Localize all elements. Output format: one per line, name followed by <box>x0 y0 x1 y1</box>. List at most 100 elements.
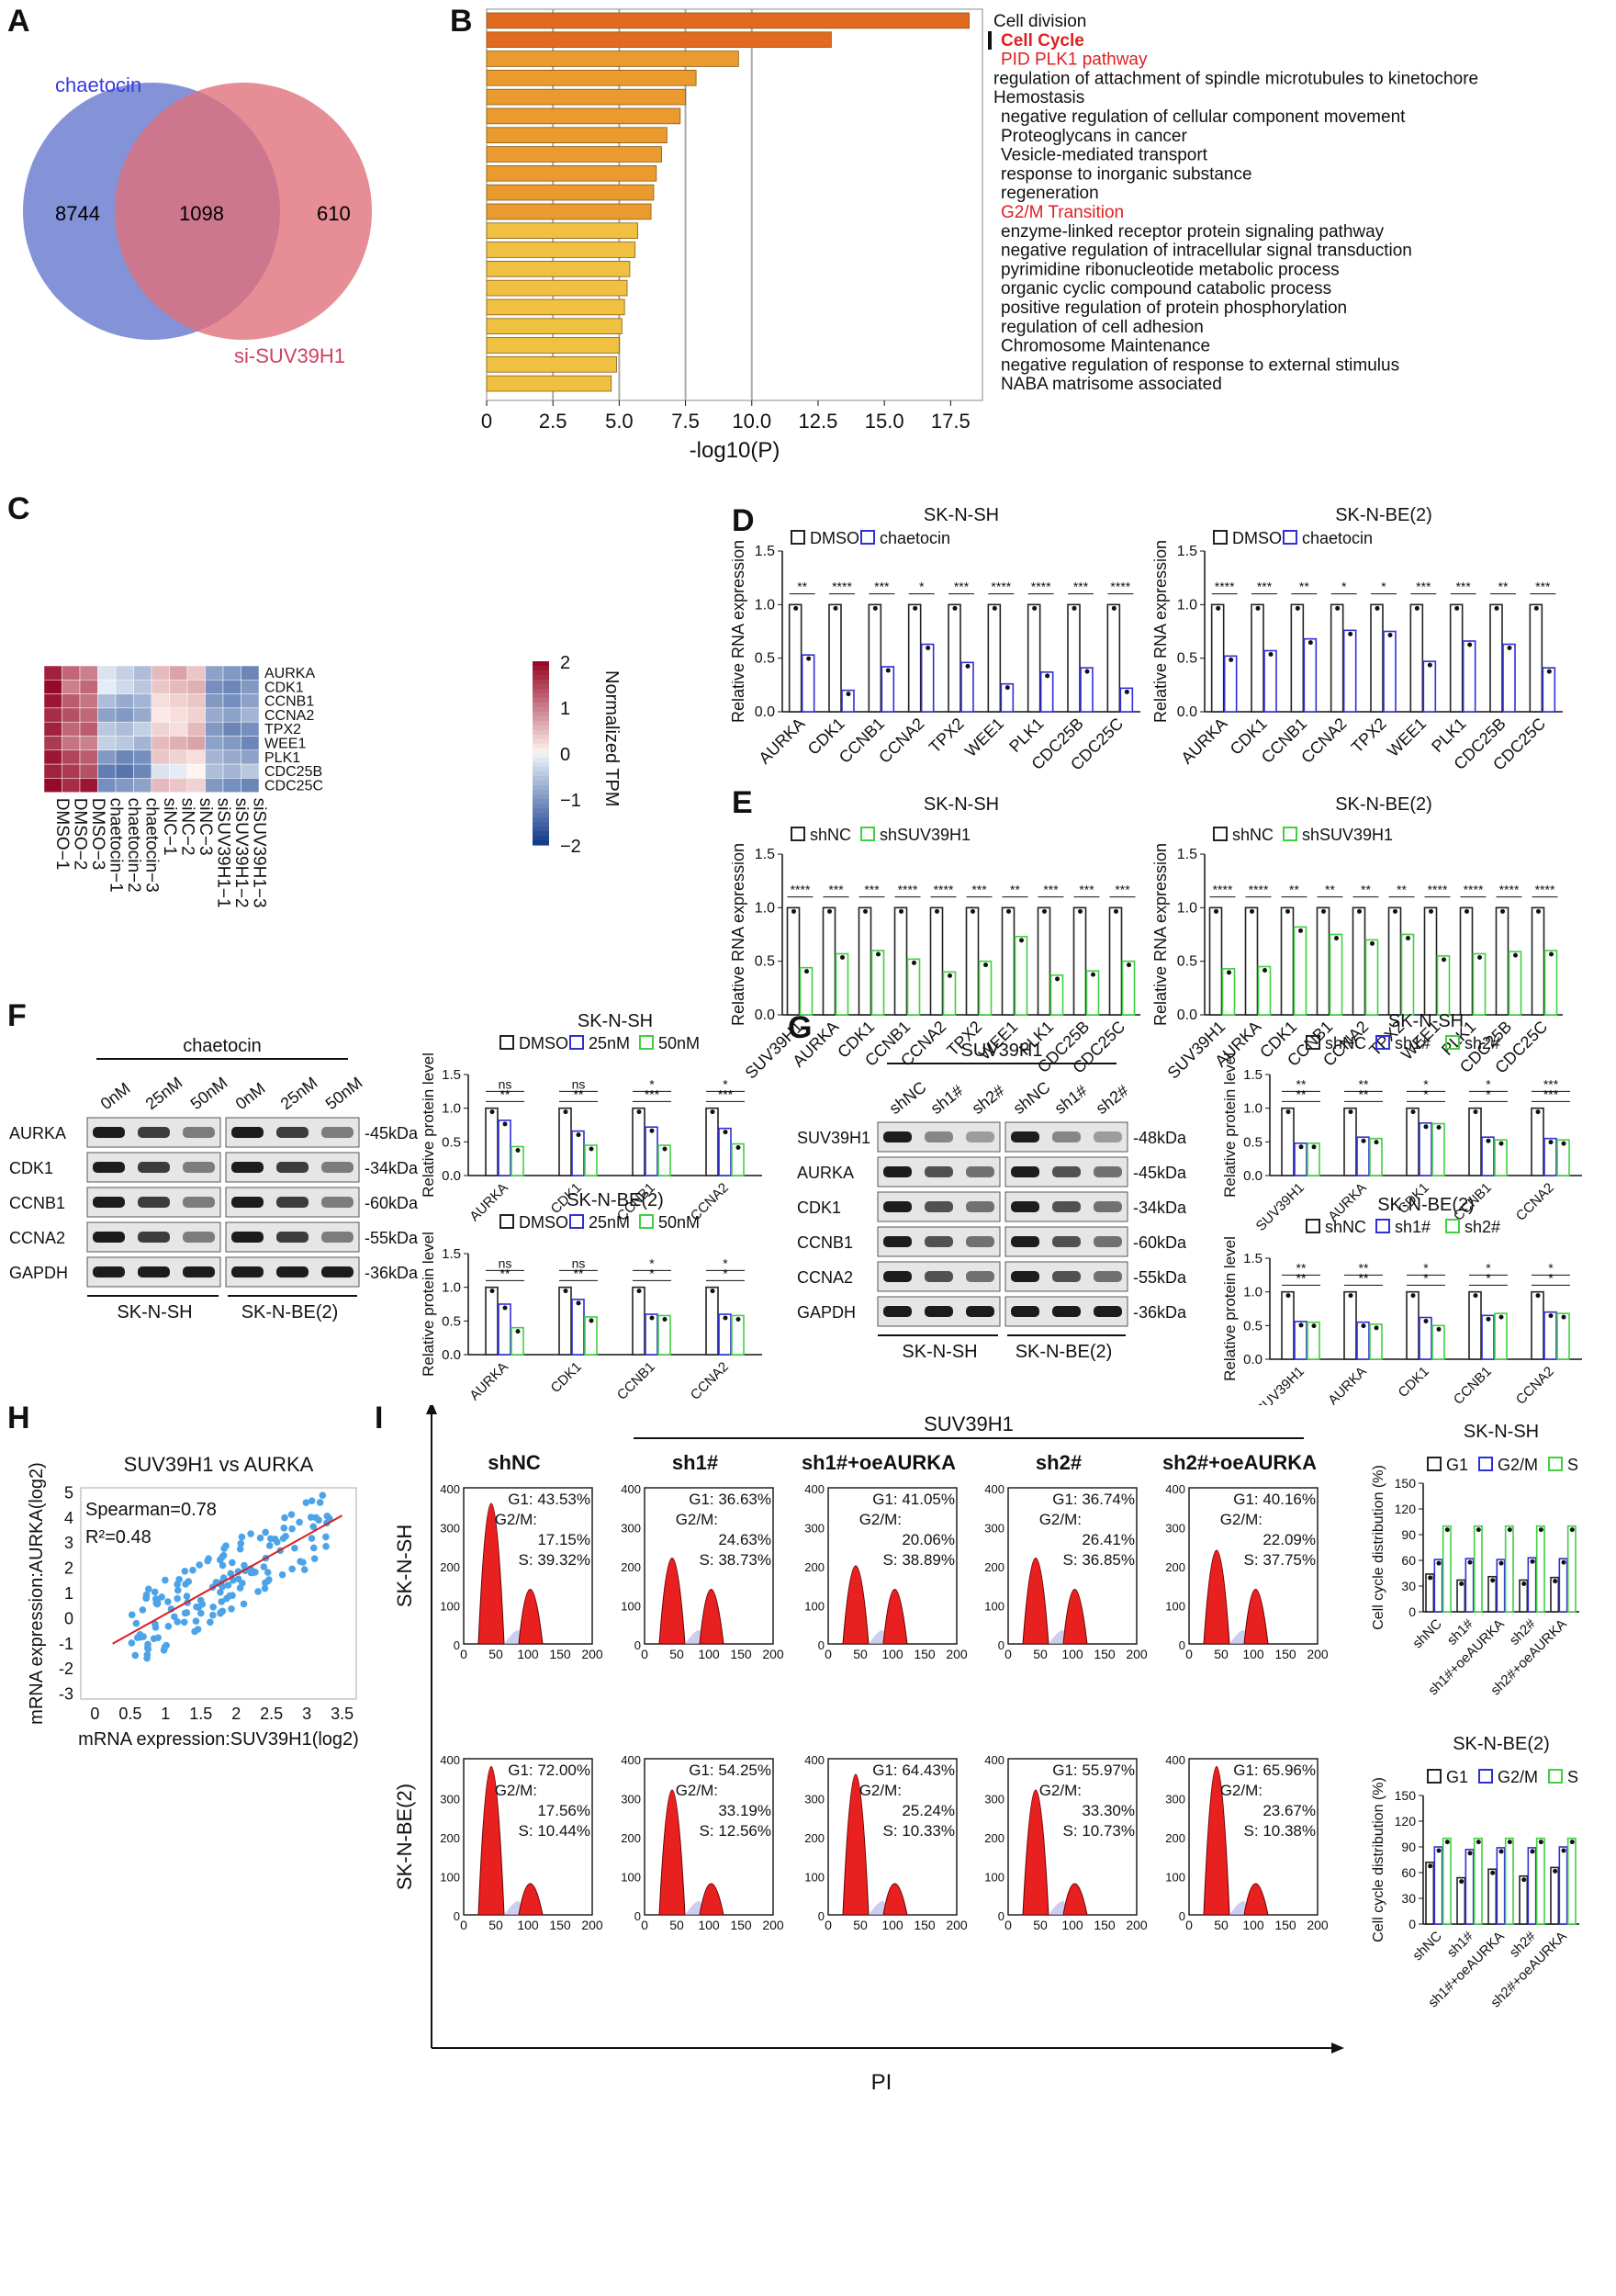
heatmap-cell <box>133 749 152 765</box>
legend-label: sh2# <box>1464 1034 1500 1052</box>
legend-swatch <box>1445 1219 1460 1233</box>
scatter-point <box>261 1584 269 1593</box>
y-tick-label: 1.0 <box>1177 597 1197 613</box>
bar <box>1433 1559 1443 1613</box>
data-point <box>1285 908 1290 914</box>
bar <box>1535 1525 1545 1613</box>
x-tick-label: 100 <box>881 1918 903 1932</box>
scatter-point <box>180 1618 188 1626</box>
legend-swatch <box>533 666 549 671</box>
blot-band <box>93 1162 125 1173</box>
bar <box>486 318 623 334</box>
sig-label: **** <box>1464 883 1484 897</box>
legend-swatch <box>533 661 549 667</box>
pi-arrow <box>1331 2043 1344 2054</box>
y-tick-label: 400 <box>440 1482 460 1496</box>
heatmap-cell <box>62 665 81 681</box>
y-tick-label: 0.5 <box>442 1134 461 1150</box>
blot-band <box>1094 1201 1122 1212</box>
bar <box>486 279 628 297</box>
sig-label: **** <box>934 883 954 897</box>
term-label: response to inorganic substance <box>1001 164 1252 184</box>
y-tick-label: 200 <box>621 1831 641 1845</box>
data-point <box>806 656 812 661</box>
y-tick-label: -1 <box>59 1635 73 1653</box>
scatter-point <box>174 1618 182 1626</box>
sig-label: * <box>723 1255 728 1270</box>
stat-s: S: 36.85% <box>1063 1551 1135 1569</box>
legend-swatch <box>569 1214 584 1229</box>
bar <box>868 603 882 713</box>
x-tick-label: 7.5 <box>671 410 700 433</box>
bar <box>1039 671 1054 713</box>
bar <box>1431 1324 1445 1360</box>
sig-label: ** <box>574 1266 584 1280</box>
bar <box>731 1142 745 1176</box>
bar <box>1244 906 1259 1016</box>
legend-tick: −1 <box>560 791 581 811</box>
scatter-plot: SUV39H1 vs AURKA Spearman=0.78 R²=0.48 0 0.5… <box>27 1453 359 1750</box>
bar <box>486 127 668 144</box>
data-point <box>1521 1877 1527 1883</box>
y-tick-label: 0.5 <box>1177 954 1197 970</box>
stat-g1: G1: 65.96% <box>1233 1761 1316 1779</box>
data-point <box>1498 1849 1504 1854</box>
legend-swatch <box>533 748 549 754</box>
scatter-point <box>310 1555 319 1562</box>
heatmap-cell <box>186 749 206 765</box>
y-tick-label: -3 <box>59 1685 73 1704</box>
scatter-point <box>219 1561 227 1570</box>
data-point <box>1494 605 1499 611</box>
heatmap-cell <box>222 763 241 779</box>
scatter-point <box>139 1606 147 1614</box>
sig-label: * <box>723 1076 728 1091</box>
legend-swatch <box>569 1035 584 1050</box>
data-point <box>1498 1141 1504 1146</box>
scatter-point <box>264 1569 272 1576</box>
stat-g2m-label: G2/M: <box>1220 1511 1262 1528</box>
blot-band <box>883 1306 912 1317</box>
heatmap-cell <box>241 680 260 694</box>
venn-only1: 8744 <box>55 202 100 225</box>
bar <box>1504 1837 1514 1925</box>
legend-swatch <box>533 693 549 699</box>
legend-swatch <box>533 735 549 740</box>
x-tick-label: 0 <box>460 1647 467 1661</box>
size-label: -34kDa <box>1133 1199 1187 1217</box>
col-title: sh2# <box>1036 1451 1082 1474</box>
x-tick-label: 200 <box>1126 1647 1148 1661</box>
s-phase <box>685 1630 702 1644</box>
sig-label: *** <box>718 1086 734 1101</box>
x-tick-label: 150 <box>730 1918 752 1932</box>
y-tick-label: 60 <box>1401 1865 1416 1880</box>
stat-g2m-value: 22.09% <box>1262 1531 1316 1548</box>
term-label: G2/M Transition <box>1001 203 1124 222</box>
data-point <box>1374 1325 1379 1331</box>
heatmap-cell <box>169 665 188 681</box>
gene-label: TPX2 <box>264 722 301 737</box>
venn-set1-label: chaetocin <box>55 73 141 96</box>
y-tick-label: 1.0 <box>1243 1101 1262 1117</box>
data-point <box>840 955 845 960</box>
legend-swatch <box>533 790 549 795</box>
scatter-point <box>128 1639 136 1647</box>
bar <box>486 375 612 392</box>
bar <box>632 1107 645 1176</box>
blot-band <box>966 1166 994 1177</box>
scatter-point <box>144 1585 152 1593</box>
data-point <box>1427 662 1432 668</box>
x-tick-label: 150 <box>914 1647 936 1661</box>
sig-label: **** <box>1249 883 1269 897</box>
g1-peak <box>1022 1558 1049 1645</box>
panel-label-g: G <box>788 1010 813 1045</box>
heatmap-cell <box>241 763 260 779</box>
data-point <box>723 1315 728 1321</box>
data-point <box>1285 1293 1291 1299</box>
x-tick-label: 50 <box>488 1647 503 1661</box>
data-point <box>1006 908 1011 914</box>
category-label: WEE1 <box>961 715 1007 760</box>
data-point <box>1548 1313 1554 1319</box>
data-point <box>1229 657 1234 662</box>
bar <box>1210 603 1225 713</box>
sig-label: * <box>1486 1076 1491 1091</box>
